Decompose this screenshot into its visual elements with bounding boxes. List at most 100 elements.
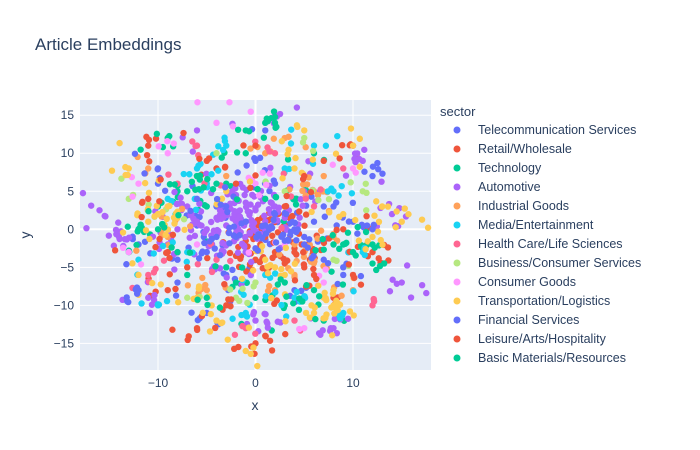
- legend-item[interactable]: Telecommunication Services: [453, 123, 637, 137]
- data-point: [180, 170, 187, 178]
- data-point: [160, 257, 168, 264]
- data-point: [287, 140, 295, 147]
- legend-marker: [453, 335, 461, 343]
- data-point: [302, 144, 309, 151]
- data-point: [254, 185, 261, 193]
- data-point: [145, 189, 153, 197]
- data-point: [171, 220, 178, 227]
- data-point: [242, 203, 250, 211]
- data-point: [196, 172, 204, 179]
- data-point: [188, 309, 195, 316]
- data-point: [333, 222, 340, 229]
- legend-item[interactable]: Industrial Goods: [453, 199, 570, 213]
- data-point: [204, 254, 211, 262]
- data-point: [262, 256, 269, 263]
- data-point: [226, 249, 234, 257]
- data-point: [311, 304, 318, 311]
- data-point: [271, 150, 279, 157]
- legend-item[interactable]: Consumer Goods: [453, 275, 576, 289]
- data-point: [331, 315, 339, 323]
- legend-item[interactable]: Basic Materials/Resources: [453, 351, 626, 365]
- data-point: [293, 237, 300, 244]
- data-point: [322, 142, 330, 149]
- legend-item[interactable]: Transportation/Logistics: [453, 294, 611, 308]
- legend-item[interactable]: Media/Entertainment: [453, 218, 594, 232]
- data-point: [213, 150, 220, 157]
- data-point: [213, 256, 220, 263]
- data-point: [207, 310, 214, 318]
- data-point: [266, 187, 273, 195]
- data-point: [356, 163, 364, 170]
- data-point: [310, 265, 317, 273]
- data-point: [79, 189, 87, 197]
- y-tick-label: −10: [54, 298, 75, 312]
- data-point: [354, 230, 361, 237]
- legend-item[interactable]: Leisure/Arts/Hospitality: [453, 332, 607, 346]
- data-point: [83, 224, 90, 232]
- data-point: [186, 223, 194, 230]
- data-point: [356, 135, 364, 142]
- data-point: [145, 136, 153, 144]
- data-point: [374, 159, 381, 167]
- data-point: [285, 165, 293, 173]
- data-point: [230, 232, 237, 239]
- data-point: [291, 260, 299, 267]
- data-point: [351, 155, 358, 163]
- data-point: [263, 115, 270, 122]
- legend-label: Leisure/Arts/Hospitality: [478, 332, 607, 346]
- data-point: [369, 260, 376, 267]
- data-point: [258, 243, 266, 250]
- data-point: [274, 281, 282, 288]
- legend-item[interactable]: Technology: [453, 161, 542, 175]
- data-point: [249, 191, 256, 199]
- data-point: [322, 294, 329, 302]
- data-point: [304, 244, 312, 251]
- data-point: [349, 142, 357, 149]
- data-point: [319, 235, 326, 243]
- data-point: [194, 296, 201, 303]
- data-point: [238, 275, 246, 282]
- data-point: [317, 227, 325, 234]
- data-point: [335, 300, 342, 308]
- data-point: [213, 180, 220, 187]
- data-point: [255, 192, 263, 199]
- data-point: [369, 163, 377, 170]
- data-point: [187, 207, 194, 215]
- data-point: [303, 181, 311, 188]
- data-point: [186, 234, 193, 241]
- data-point: [226, 224, 233, 232]
- data-point: [137, 146, 144, 153]
- data-point: [162, 231, 169, 239]
- data-point: [161, 187, 169, 194]
- data-point: [163, 297, 171, 305]
- data-point: [256, 154, 264, 162]
- data-point: [240, 142, 247, 149]
- legend-item[interactable]: Financial Services: [453, 313, 580, 327]
- data-point: [245, 249, 252, 256]
- legend-item[interactable]: Health Care/Life Sciences: [453, 237, 623, 251]
- data-point: [275, 246, 282, 253]
- data-point: [247, 184, 254, 192]
- data-point: [346, 308, 354, 315]
- legend-item[interactable]: Retail/Wholesale: [453, 142, 572, 156]
- data-point: [180, 216, 188, 223]
- legend-item[interactable]: Automotive: [453, 180, 541, 194]
- data-point: [300, 253, 308, 261]
- legend-label: Consumer Goods: [478, 275, 576, 289]
- data-point: [184, 264, 191, 271]
- data-point: [142, 227, 150, 234]
- data-point: [363, 222, 371, 229]
- data-point: [228, 296, 235, 303]
- data-point: [212, 263, 219, 270]
- data-point: [398, 218, 405, 225]
- legend-item[interactable]: Business/Consumer Services: [453, 256, 642, 270]
- data-point: [199, 274, 206, 282]
- data-point: [234, 169, 241, 176]
- data-point: [112, 226, 120, 234]
- series-11: [111, 129, 370, 353]
- legend[interactable]: Telecommunication Services Retail/Wholesa…: [453, 123, 642, 365]
- data-point: [227, 286, 234, 293]
- legend-marker: [453, 145, 461, 153]
- data-point: [102, 213, 109, 220]
- data-point: [310, 218, 318, 225]
